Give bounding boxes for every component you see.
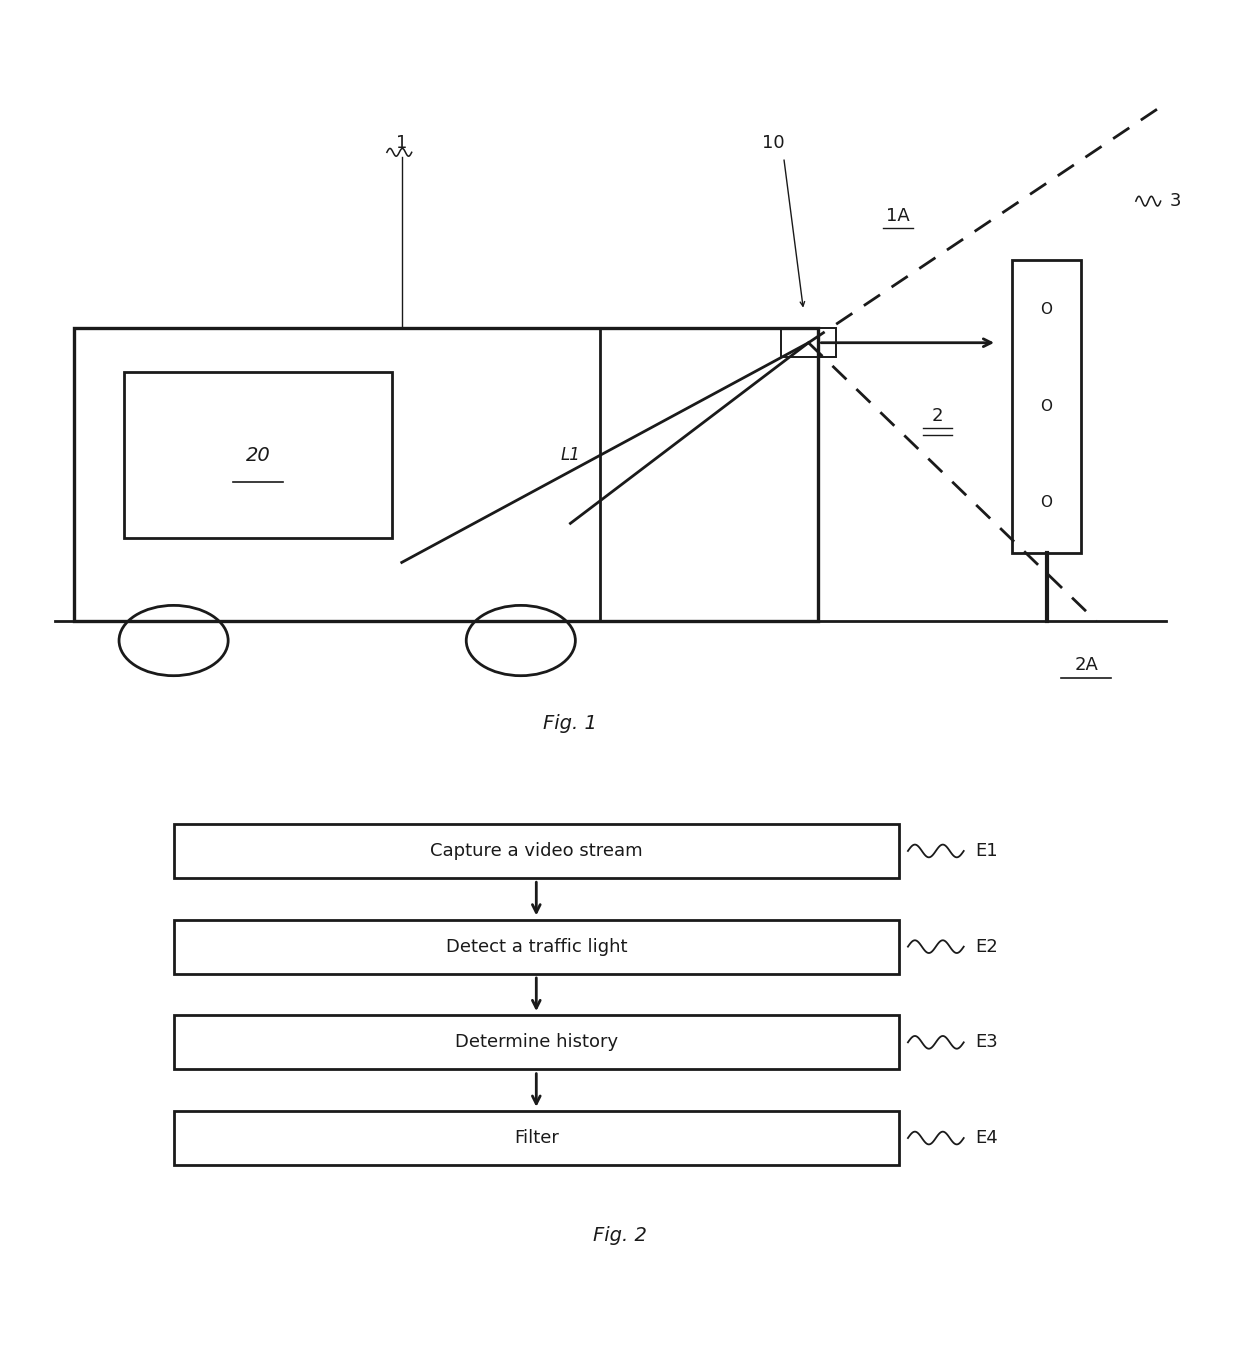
Text: 3: 3: [1169, 193, 1182, 211]
Bar: [74, 328, 818, 621]
Bar: [174, 824, 899, 878]
Text: Determine history: Determine history: [455, 1033, 618, 1051]
Text: O: O: [1040, 302, 1053, 317]
Text: Capture a video stream: Capture a video stream: [430, 842, 642, 860]
Text: 10: 10: [763, 134, 785, 152]
Text: O: O: [1040, 495, 1053, 510]
Text: O: O: [1040, 399, 1053, 414]
Text: L1: L1: [560, 446, 580, 463]
Bar: [781, 328, 836, 357]
Text: 2A: 2A: [1074, 656, 1099, 674]
Text: E4: E4: [975, 1129, 998, 1147]
Text: 1A: 1A: [885, 206, 910, 224]
Text: E1: E1: [975, 842, 997, 860]
Text: Detect a traffic light: Detect a traffic light: [445, 938, 627, 956]
Text: 1: 1: [396, 134, 408, 152]
Bar: [1012, 260, 1081, 552]
Text: E3: E3: [975, 1033, 998, 1051]
Text: 20: 20: [246, 446, 270, 465]
Bar: [174, 1111, 899, 1165]
Text: 2: 2: [931, 407, 944, 425]
Text: Fig. 2: Fig. 2: [593, 1226, 647, 1245]
Text: E2: E2: [975, 938, 998, 956]
Bar: [124, 372, 392, 539]
Text: Fig. 1: Fig. 1: [543, 714, 598, 733]
Bar: [174, 1016, 899, 1069]
Bar: [174, 920, 899, 973]
Text: Filter: Filter: [513, 1129, 559, 1147]
